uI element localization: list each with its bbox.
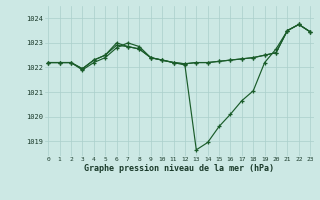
X-axis label: Graphe pression niveau de la mer (hPa): Graphe pression niveau de la mer (hPa) (84, 164, 274, 173)
